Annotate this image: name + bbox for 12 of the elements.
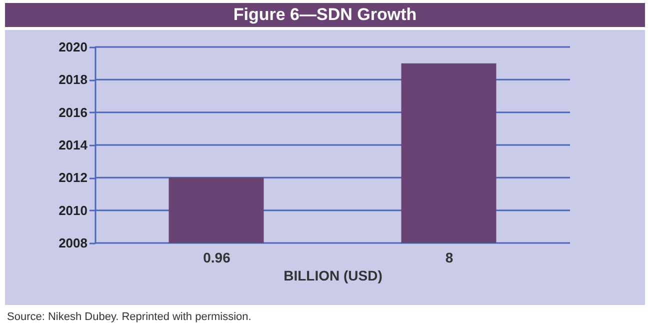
y-tick-label: 2016 — [58, 104, 88, 120]
y-tick-label: 2018 — [58, 72, 88, 88]
y-tick-label: 2008 — [58, 236, 88, 250]
x-tick-label: 8 — [445, 250, 454, 266]
x-tick-label: 0.96 — [203, 250, 231, 266]
source-note: Source: Nikesh Dubey. Reprinted with permission. — [7, 311, 252, 323]
y-tick-label: 2014 — [58, 138, 88, 152]
chart-title: Figure 6—SDN Growth — [233, 5, 417, 24]
y-tick-label: 2020 — [58, 40, 88, 54]
y-tick-label: 2012 — [58, 170, 88, 186]
x-axis-title: BILLION (USD) — [284, 268, 382, 284]
y-tick-label: 2010 — [58, 202, 88, 218]
